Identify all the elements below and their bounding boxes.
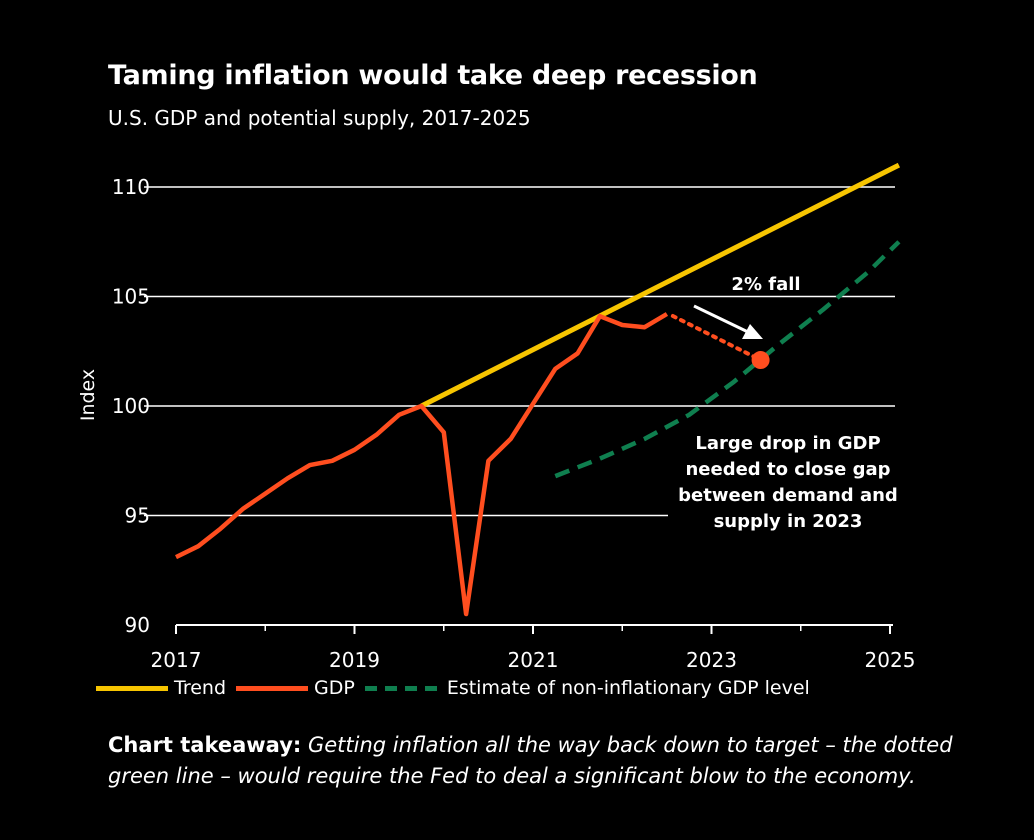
legend-item-estimate: Estimate of non-inflationary GDP level — [364, 677, 810, 699]
chart-title: Taming inflation would take deep recessi… — [108, 60, 758, 91]
legend-swatch-trend — [96, 685, 168, 691]
x-tick-label-2023: 2023 — [686, 648, 737, 672]
fall-annotation-label: 2% fall — [731, 274, 800, 295]
takeaway-text: Getting inflation all the way back down … — [108, 733, 953, 788]
takeaway-label: Chart takeaway: — [108, 733, 302, 757]
drop-note-line: supply in 2023 — [714, 511, 863, 532]
legend-label-gdp: GDP — [314, 677, 355, 699]
chart-takeaway: Chart takeaway: Getting inflation all th… — [108, 730, 988, 792]
y-tick-label-110: 110 — [112, 175, 150, 199]
legend-label-trend: Trend — [174, 677, 226, 699]
legend-item-gdp: GDP — [236, 677, 355, 699]
legend-label-estimate: Estimate of non-inflationary GDP level — [446, 677, 810, 699]
x-tick-label-2021: 2021 — [508, 648, 559, 672]
drop-note-line: between demand and — [678, 485, 898, 506]
line-chart: 90 95 100 105 110 2017 2019 2021 2023 2025 Index 2… — [77, 162, 915, 672]
annotations: 2% fall Large drop in GDP needed to close … — [670, 274, 898, 532]
series-line-trend — [420, 162, 901, 409]
series-line-estimate-of-non-inflationary-gdp-level — [554, 240, 901, 479]
fall-arrow-head — [742, 324, 763, 339]
x-tick-label-2017: 2017 — [151, 648, 202, 672]
series-line-gdp — [175, 312, 669, 617]
x-tick-label-2019: 2019 — [329, 648, 380, 672]
y-tick-label-105: 105 — [112, 285, 150, 309]
axes: 90 95 100 105 110 2017 2019 2021 2023 2025 Index — [77, 175, 915, 672]
y-tick-label-100: 100 — [112, 394, 150, 418]
projection-endpoint — [751, 351, 770, 370]
legend-item-trend: Trend — [96, 677, 226, 699]
fall-arrow-shaft — [693, 304, 749, 334]
y-tick-label-90: 90 — [125, 613, 150, 637]
legend-swatch-estimate — [364, 685, 439, 691]
chart-subtitle: U.S. GDP and potential supply, 2017-2025 — [108, 106, 531, 130]
grid-lines — [144, 186, 895, 517]
y-axis-label: Index — [77, 369, 99, 421]
drop-note-line: Large drop in GDP — [695, 433, 880, 454]
x-tick-label-2025: 2025 — [865, 648, 916, 672]
drop-note-line: needed to close gap — [685, 459, 890, 480]
chart-legend: Trend GDP Estimate of non-inflationary G… — [96, 677, 820, 699]
y-tick-label-95: 95 — [125, 504, 150, 528]
projection-dotted-line — [670, 314, 763, 363]
legend-swatch-gdp — [236, 685, 308, 691]
series-group — [175, 162, 901, 617]
